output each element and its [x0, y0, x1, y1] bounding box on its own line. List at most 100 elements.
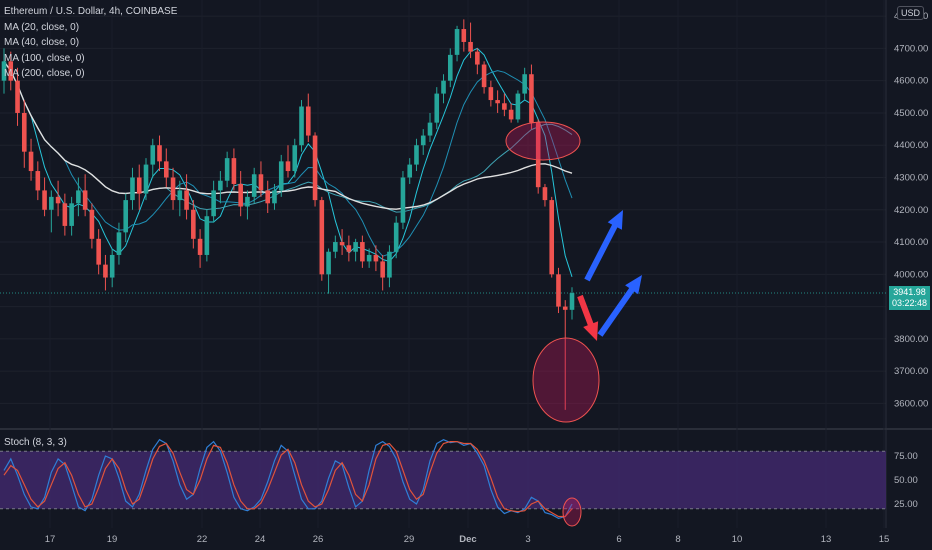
time-tick-6: Dec: [459, 534, 476, 545]
price-tick-9: 4500.00: [894, 108, 928, 119]
time-tick-0: 17: [45, 534, 56, 545]
candle-body-43: [292, 145, 298, 172]
price-tick-7: 4300.00: [894, 173, 928, 184]
time-tick-11: 13: [821, 534, 832, 545]
candle-body-19: [130, 177, 135, 201]
candle-body-22: [150, 145, 156, 165]
candle-body-0: [1, 61, 7, 81]
price-tick-10: 4600.00: [894, 76, 928, 87]
stoch-tick-0: 25.00: [894, 499, 918, 510]
candle-body-47: [319, 200, 325, 275]
candle-body-6: [42, 190, 47, 210]
candle-body-74: [502, 103, 507, 110]
stoch-band-fill: [0, 451, 886, 509]
candle-body-38: [258, 174, 264, 191]
candle-body-53: [360, 242, 365, 262]
candle-body-27: [184, 190, 189, 210]
stoch-tick-2: 75.00: [894, 451, 918, 462]
currency-badge[interactable]: USD: [896, 6, 924, 20]
ma-line-3: [3, 60, 573, 210]
price-tick-6: 4200.00: [894, 205, 928, 216]
symbol-title[interactable]: Ethereum / U.S. Dollar, 4h, COINBASE: [4, 6, 178, 17]
time-tick-12: 15: [879, 534, 890, 545]
candle-body-15: [103, 264, 108, 278]
time-tick-8: 6: [616, 534, 621, 545]
candle-body-79: [535, 122, 541, 188]
stoch-line-1: [3, 441, 573, 518]
moving-average-lines: [0, 47, 886, 294]
candle-body-13: [89, 209, 95, 239]
candle-body-39: [265, 190, 271, 204]
candle-body-62: [420, 135, 426, 146]
candle-body-42: [285, 161, 291, 172]
stoch-label[interactable]: Stoch (8, 3, 3): [4, 437, 67, 448]
time-axis[interactable]: 17 19 22 24 26 29 Dec 3 6 8 10 13 15: [45, 534, 890, 545]
candle-body-68: [461, 29, 467, 42]
candle-body-45: [305, 106, 311, 136]
candle-body-61: [414, 145, 419, 165]
price-tick-4: 4000.00: [894, 269, 928, 280]
candle-body-30: [204, 216, 210, 255]
candle-body-21: [143, 164, 149, 194]
candle-body-75: [508, 109, 514, 120]
highlight-ellipse-stoch: [562, 497, 582, 527]
candle-body-28: [191, 209, 196, 239]
ma-line-1: [3, 61, 573, 257]
candle-body-44: [299, 106, 304, 146]
candle-body-35: [238, 183, 243, 207]
drawing-annotations[interactable]: [505, 121, 642, 527]
candle-body-63: [427, 122, 433, 136]
candle-body-36: [245, 196, 250, 207]
ma-200-label[interactable]: MA (200, close, 0): [4, 68, 85, 79]
candle-body-9: [62, 203, 68, 226]
candle-body-2: [15, 80, 20, 113]
candle-body-7: [49, 196, 54, 210]
candlestick-series: [1, 19, 575, 410]
time-tick-1: 19: [107, 534, 118, 545]
candle-body-80: [542, 187, 548, 201]
candle-body-58: [393, 222, 399, 252]
candle-body-32: [218, 180, 223, 191]
candle-body-25: [170, 177, 176, 201]
candle-body-4: [28, 151, 34, 172]
candle-body-8: [55, 196, 61, 204]
candle-body-49: [333, 242, 338, 252]
price-axis[interactable]: 3600.003700.003800.003900.004000.004100.…: [894, 11, 928, 510]
candle-body-50: [339, 242, 345, 246]
ma-40-label[interactable]: MA (40, close, 0): [4, 37, 80, 48]
arrow-up-1: [584, 210, 623, 282]
candle-body-11: [76, 190, 81, 204]
candle-body-52: [353, 242, 358, 252]
time-tick-5: 29: [404, 534, 415, 545]
candle-body-55: [373, 254, 379, 262]
candle-body-12: [82, 190, 88, 210]
candle-body-40: [272, 190, 277, 204]
candle-body-76: [515, 93, 521, 120]
candle-body-24: [163, 161, 169, 178]
candle-body-69: [468, 41, 473, 52]
candle-body-34: [231, 158, 237, 184]
candle-body-3: [21, 112, 27, 152]
time-tick-3: 24: [255, 534, 266, 545]
candle-body-54: [366, 254, 372, 262]
candle-body-37: [251, 174, 257, 197]
candle-body-33: [224, 158, 230, 181]
candle-body-77: [522, 74, 527, 94]
ma-100-label[interactable]: MA (100, close, 0): [4, 52, 85, 64]
candle-body-72: [488, 87, 494, 101]
stochastic-lines: [3, 438, 573, 520]
candle-body-14: [96, 238, 101, 265]
indicator-legend: Ethereum / U.S. Dollar, 4h, COINBASE MA …: [4, 4, 177, 82]
price-tick-11: 4700.00: [894, 43, 928, 54]
ma-20-label[interactable]: MA (20, close, 0): [4, 21, 80, 33]
candle-body-70: [475, 51, 480, 65]
candle-body-10: [69, 203, 74, 226]
candle-body-82: [556, 274, 561, 307]
candle-body-64: [434, 93, 440, 123]
candle-body-57: [387, 251, 392, 278]
arrow-down: [577, 294, 599, 341]
candle-body-67: [454, 29, 460, 55]
candle-body-23: [157, 145, 162, 162]
candle-body-48: [326, 251, 331, 275]
